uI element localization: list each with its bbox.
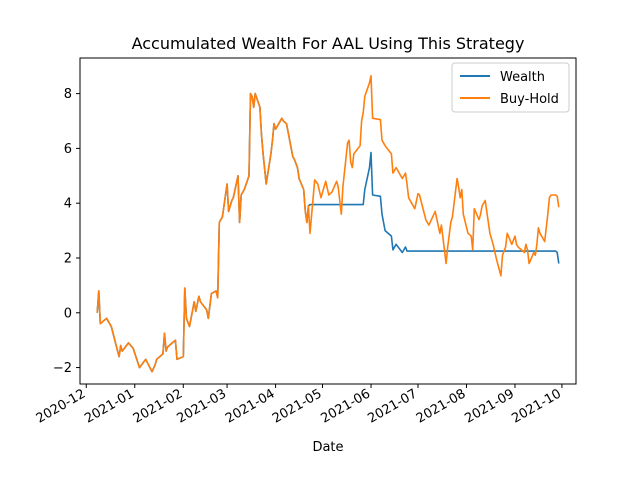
legend: Wealth Buy-Hold [451, 62, 570, 113]
chart-title: Accumulated Wealth For AAL Using This St… [132, 34, 525, 53]
y-tick-label: 2 [64, 251, 72, 266]
y-tick-label: 8 [64, 87, 72, 102]
y-axis: −2 0 2 4 6 8 [53, 87, 80, 376]
series-layer [96, 75, 560, 373]
series-line-buy-hold [96, 75, 560, 373]
y-tick-label: 0 [64, 306, 72, 321]
plot-frame [79, 57, 577, 385]
y-tick-label: 6 [64, 142, 72, 157]
legend-label-buy-hold: Buy-Hold [500, 92, 559, 107]
legend-label-wealth: Wealth [500, 70, 545, 85]
y-tick-label: 4 [64, 197, 72, 212]
y-tick-label: −2 [53, 361, 72, 376]
x-axis-label: Date [312, 440, 343, 455]
